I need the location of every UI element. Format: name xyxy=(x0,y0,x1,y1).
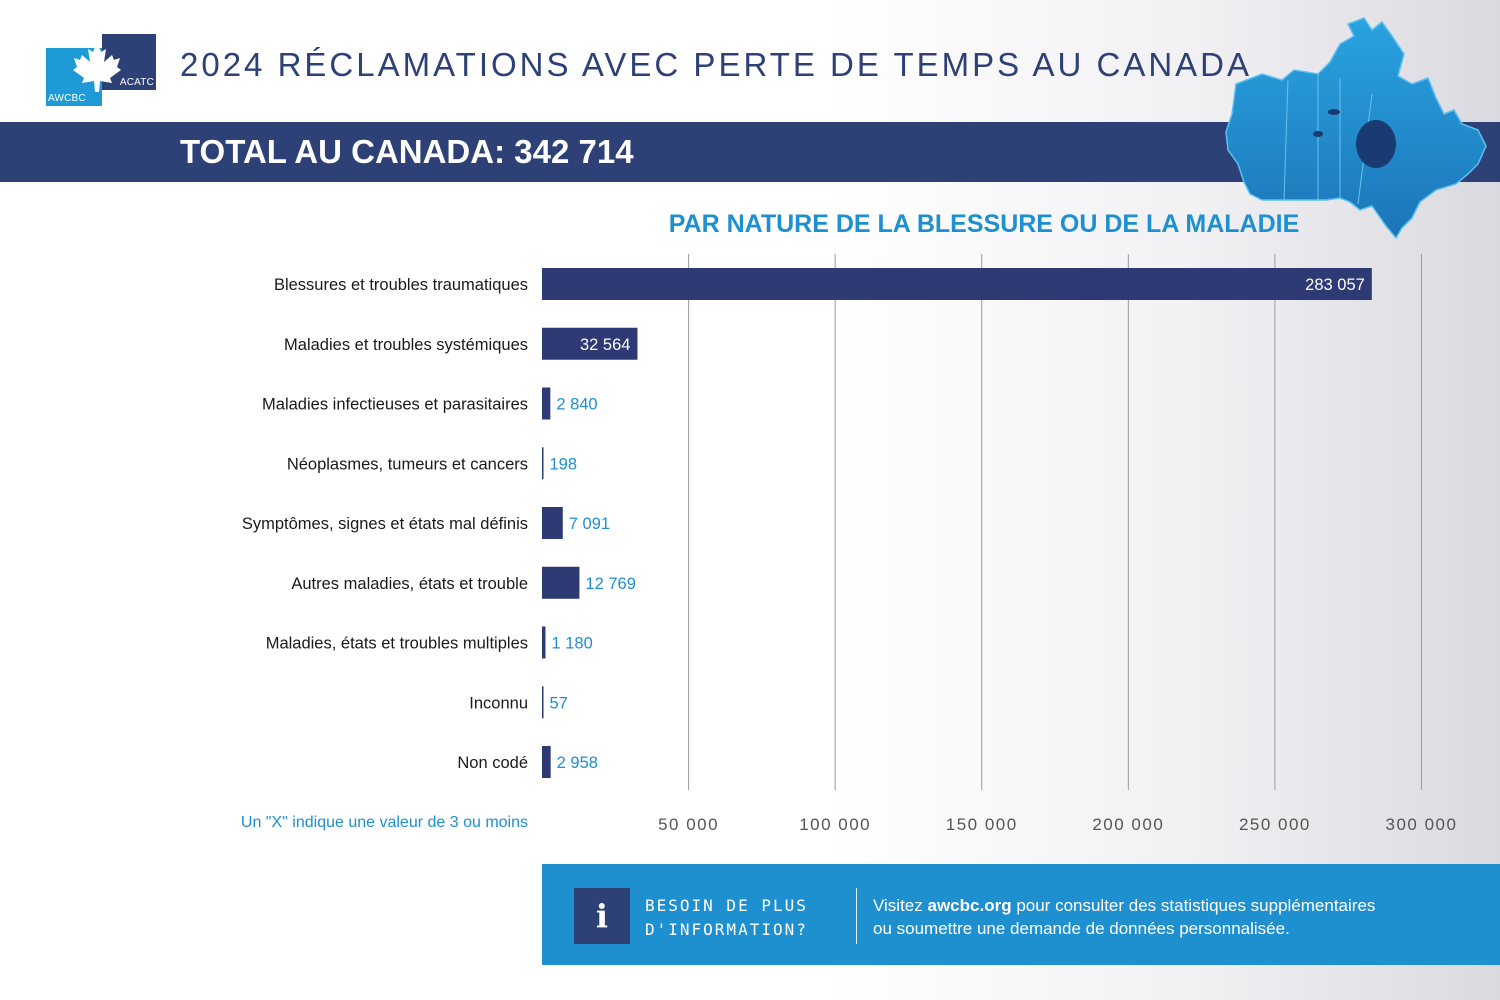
x-tick-label: 100 000 xyxy=(799,815,871,834)
bar xyxy=(542,327,638,360)
x-tick-label: 300 000 xyxy=(1386,815,1458,834)
logo-text-right: ACATC xyxy=(119,77,154,88)
total-banner-text: TOTAL AU CANADA: 342 714 xyxy=(180,133,634,170)
category-label: Autres maladies, états et trouble xyxy=(291,575,528,593)
x-tick-label: 50 000 xyxy=(658,815,719,834)
x-tick-label: 200 000 xyxy=(1092,815,1164,834)
data-label: 2 840 xyxy=(556,396,597,414)
category-label: Blessures et troubles traumatiques xyxy=(274,276,528,294)
canada-map-icon xyxy=(1225,17,1487,240)
category-label: Néoplasmes, tumeurs et cancers xyxy=(287,455,528,473)
page-title: 2024 RÉCLAMATIONS AVEC PERTE DE TEMPS AU… xyxy=(180,46,1253,83)
info-heading: BESOIN DE PLUS D'INFORMATION? xyxy=(645,894,855,942)
info-body-prefix: Visitez xyxy=(873,896,928,915)
bar-chart: 50 000 100 000 150 000 200 000 250 000 300 00… xyxy=(242,254,1458,834)
x-tick-label: 150 000 xyxy=(946,815,1018,834)
category-label: Symptômes, signes et états mal définis xyxy=(242,515,528,533)
info-body-line2: ou soumettre une demande de données pers… xyxy=(873,919,1290,938)
bar xyxy=(542,447,544,480)
info-box: i BESOIN DE PLUS D'INFORMATION? Visitez … xyxy=(542,864,1500,965)
category-label: Maladies, états et troubles multiples xyxy=(266,635,528,653)
category-label: Non codé xyxy=(457,754,528,772)
x-tick-label: 250 000 xyxy=(1239,815,1311,834)
bar xyxy=(542,626,546,659)
data-label: 32 564 xyxy=(580,336,630,354)
category-label: Maladies et troubles systémiques xyxy=(284,336,528,354)
data-label: 12 769 xyxy=(585,575,635,593)
bar xyxy=(542,507,563,539)
bar xyxy=(542,686,544,719)
data-label: 57 xyxy=(550,694,568,712)
chart-note: Un "X" indique une valeur de 3 ou moins xyxy=(240,814,528,831)
awcbc-link[interactable]: awcbc.org xyxy=(927,896,1012,915)
info-heading-line2: D'INFORMATION? xyxy=(645,920,808,939)
info-body-line1: Visitez awcbc.org pour consulter des sta… xyxy=(873,894,1473,917)
bar xyxy=(542,746,551,778)
info-divider xyxy=(856,888,857,944)
info-body: Visitez awcbc.org pour consulter des sta… xyxy=(873,894,1473,940)
logo-text-left: AWCBC xyxy=(48,93,86,104)
data-label: 7 091 xyxy=(569,515,610,533)
category-label: Maladies infectieuses et parasitaires xyxy=(262,396,528,414)
info-icon: i xyxy=(574,888,630,944)
bar xyxy=(542,387,551,420)
chart-title: PAR NATURE DE LA BLESSURE OU DE LA MALAD… xyxy=(668,210,1300,238)
data-label: 283 057 xyxy=(1305,276,1365,294)
data-label: 2 958 xyxy=(557,754,598,772)
awcbc-logo: AWCBC ACATC xyxy=(46,34,156,106)
info-heading-line1: BESOIN DE PLUS xyxy=(645,896,808,915)
bar xyxy=(542,566,580,599)
info-body-rest: pour consulter des statistiques suppléme… xyxy=(1011,896,1376,915)
data-label: 198 xyxy=(550,455,578,473)
data-label: 1 180 xyxy=(551,635,592,653)
bar xyxy=(542,268,1372,300)
maple-leaf-icon xyxy=(73,42,121,92)
category-label: Inconnu xyxy=(469,694,528,712)
